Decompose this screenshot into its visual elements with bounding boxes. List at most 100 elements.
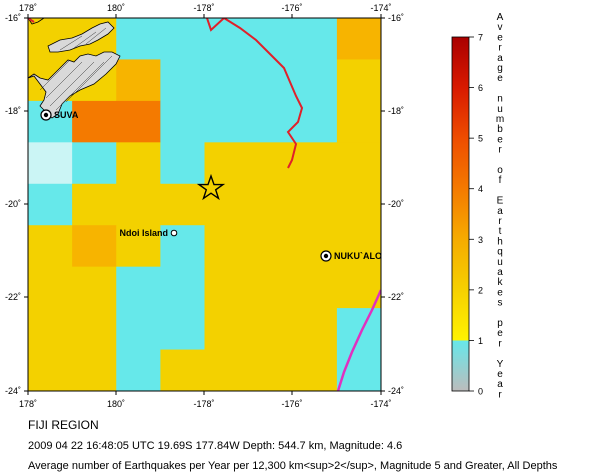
grid-cell [204, 349, 250, 392]
legend-title-letter: u [497, 104, 503, 115]
grid-cell [292, 308, 338, 351]
grid-cell [28, 142, 73, 185]
grid-cell [204, 225, 250, 268]
grid-cell [116, 100, 161, 143]
grid-cell [160, 308, 206, 351]
vanua-levu-island [47, 21, 115, 53]
region-title: FIJI REGION [28, 418, 99, 432]
x-label-top-m174: -174˚ [370, 3, 391, 13]
grid-cell [204, 59, 250, 102]
x-label-top-178: 178˚ [19, 3, 37, 13]
legend-title-letter: u [497, 257, 503, 268]
grid-cell [72, 142, 117, 185]
grid-cell [116, 18, 161, 60]
y-label-left-18: -18˚ [5, 106, 21, 116]
legend-title-letter: Y [497, 359, 504, 370]
legend-title-letter: r [498, 389, 502, 400]
grid-cell [248, 225, 294, 268]
legend-title-letter: e [497, 134, 503, 145]
legend-title-letter: p [497, 318, 503, 329]
y-label-left-24: -24˚ [5, 386, 21, 396]
grid-cell [248, 100, 294, 143]
grid-cell [160, 349, 206, 392]
grid-cell [116, 59, 161, 102]
viti-levu-island [28, 51, 121, 119]
grid-cell [336, 100, 382, 143]
grid-cell [28, 183, 73, 226]
legend-title-letter: e [497, 32, 503, 43]
grid-cell [72, 100, 117, 143]
grid-cell [116, 183, 161, 226]
grid-cell [160, 100, 206, 143]
place-ndoi-island: Ndoi Island [119, 228, 178, 238]
y-label-right-18: -18˚ [388, 106, 404, 116]
legend-title-letter: f [499, 175, 502, 186]
legend-title-letter: r [498, 145, 502, 156]
grid-cell [292, 225, 338, 268]
legend-title-letter: s [498, 298, 503, 309]
legend-title-letter: k [498, 277, 504, 288]
legend-title-letter: g [497, 63, 503, 74]
grid-cell [204, 18, 250, 60]
grid-cell [204, 266, 250, 309]
grid-cell [160, 183, 206, 226]
legend-title-letter: r [498, 338, 502, 349]
legend-title-letter: q [497, 247, 503, 258]
x-label-top-180: 180˚ [107, 3, 125, 13]
x-label-bottom-180: 180˚ [107, 399, 125, 409]
y-label-right-22: -22˚ [388, 292, 404, 302]
x-label-bottom-178: 178˚ [19, 399, 37, 409]
x-label-bottom-m174: -174˚ [370, 399, 391, 409]
legend-tick-label: 5 [478, 134, 483, 144]
x-label-bottom-m178: -178˚ [193, 399, 214, 409]
grid-cell [292, 59, 338, 102]
x-label-top-m178: -178˚ [193, 3, 214, 13]
ndoi-marker-icon [170, 229, 178, 237]
grid-cell [336, 183, 382, 226]
y-label-right-20: -20˚ [388, 199, 404, 209]
y-label-left-16: -16˚ [5, 13, 21, 23]
legend-color-bar [451, 36, 470, 392]
grid-cell [116, 308, 161, 351]
legend-title-letter: n [497, 94, 503, 105]
legend-title-letter: r [498, 216, 502, 227]
grid-cell [248, 183, 294, 226]
grid-cell [336, 18, 382, 60]
grid-cell [292, 183, 338, 226]
plate-boundary-red [206, 18, 304, 169]
grid-cell [28, 225, 73, 268]
grid-cell [336, 266, 382, 309]
grid-cell [72, 266, 117, 309]
grid-cell [248, 308, 294, 351]
place-nukualofa: NUKU`ALO [320, 250, 381, 262]
place-suva: SUVA [40, 109, 79, 121]
grid-cell [160, 266, 206, 309]
grid-cell [248, 59, 294, 102]
legend-title-letter: e [497, 328, 503, 339]
y-label-left-22: -22˚ [5, 292, 21, 302]
grid-cell [72, 349, 117, 392]
grid-cell [116, 142, 161, 185]
grid-cell [292, 266, 338, 309]
legend-title-letter: a [497, 206, 503, 217]
legend-ticks: 0 1 2 3 4 5 6 7 [469, 33, 483, 397]
y-label-right-24: -24˚ [388, 386, 404, 396]
grid-cell [160, 59, 206, 102]
grid-cell [336, 225, 382, 268]
grid-cell [336, 308, 382, 351]
axis-ticks [24, 14, 385, 395]
grid-cell [116, 266, 161, 309]
grid-cell [292, 100, 338, 143]
legend-title-letter: A [497, 12, 504, 23]
legend-tick-label: 2 [478, 285, 483, 295]
grid-cell [336, 59, 382, 102]
grid-cell [292, 142, 338, 185]
x-label-top-m176: -176˚ [281, 3, 302, 13]
grid-cell [28, 349, 73, 392]
legend-title-letter: b [497, 124, 503, 135]
density-grid [28, 18, 382, 392]
legend-title-letter: e [497, 287, 503, 298]
grid-cell [292, 18, 338, 60]
grid-cell [248, 349, 294, 392]
